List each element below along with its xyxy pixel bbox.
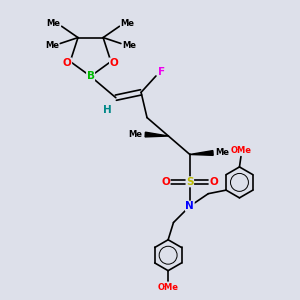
Text: B: B [87, 71, 94, 81]
Text: S: S [186, 177, 194, 187]
Text: O: O [63, 58, 72, 68]
Text: F: F [158, 68, 165, 77]
Text: Me: Me [129, 130, 143, 139]
Text: O: O [210, 177, 219, 187]
Text: O: O [110, 58, 118, 68]
Text: Me: Me [45, 41, 59, 50]
Polygon shape [145, 132, 168, 137]
Polygon shape [190, 151, 213, 155]
Text: Me: Me [46, 19, 61, 28]
Text: Me: Me [122, 41, 136, 50]
Text: H: H [103, 105, 112, 115]
Text: OMe: OMe [158, 284, 178, 292]
Text: N: N [185, 201, 194, 211]
Text: Me: Me [121, 19, 134, 28]
Text: Me: Me [215, 148, 230, 158]
Text: OMe: OMe [230, 146, 251, 155]
Text: O: O [161, 177, 170, 187]
